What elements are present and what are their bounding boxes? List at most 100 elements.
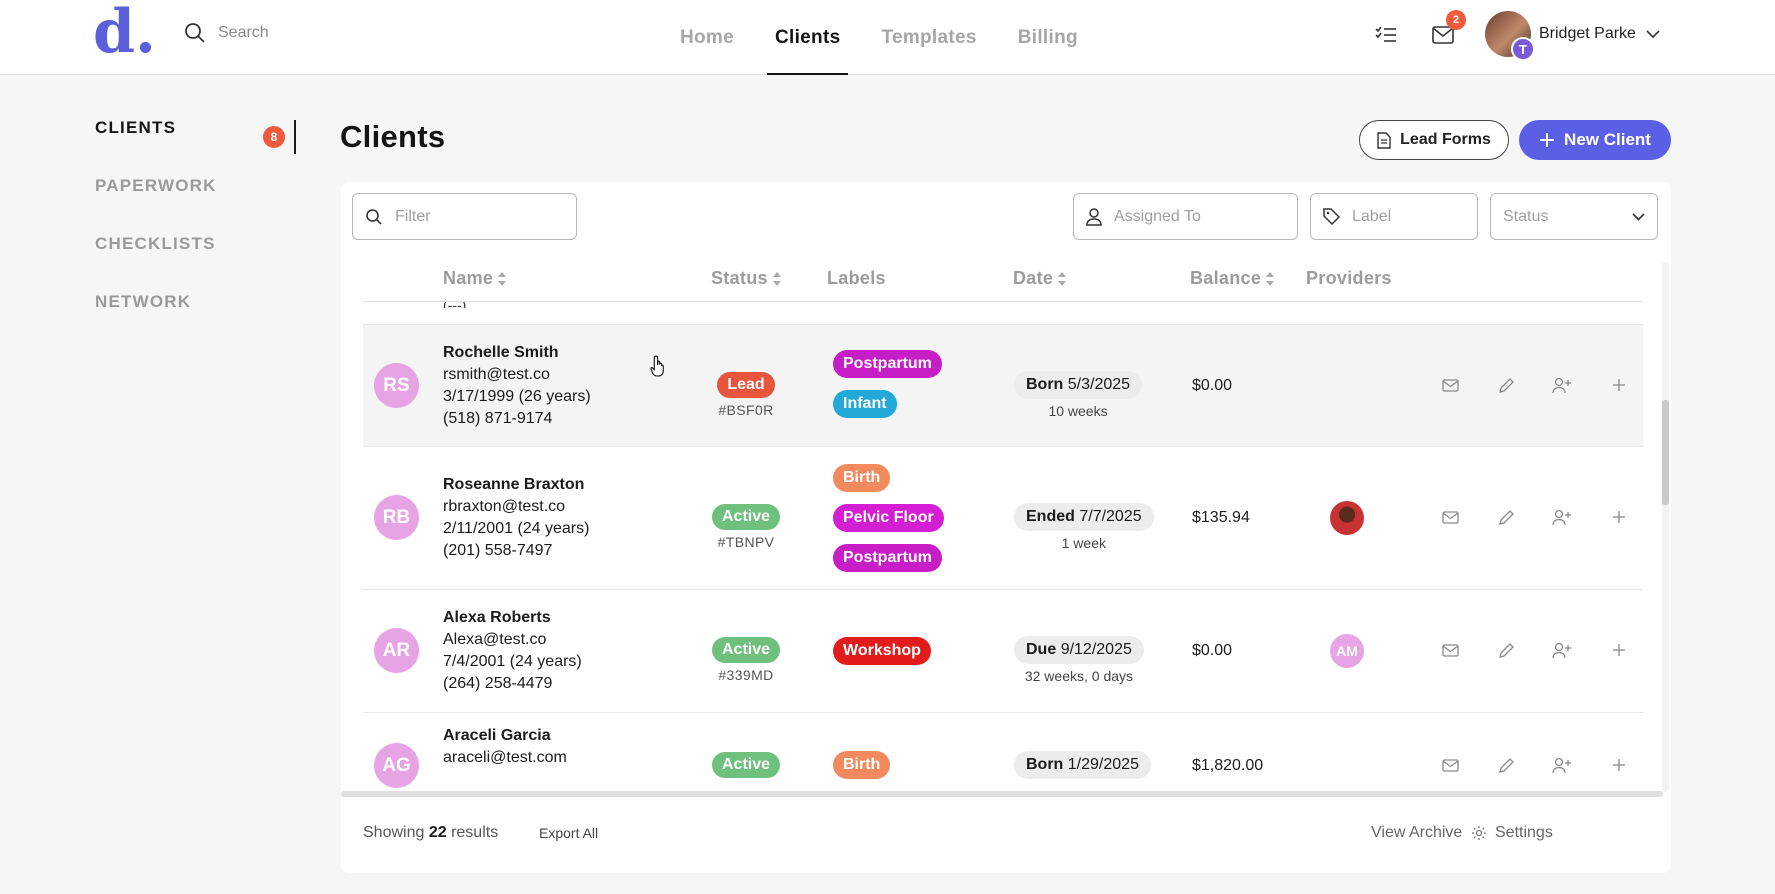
new-client-button[interactable]: New Client (1519, 120, 1671, 160)
plus-icon (1613, 759, 1625, 771)
more-actions-button[interactable] (1607, 638, 1631, 662)
status-select[interactable]: Status (1490, 193, 1658, 240)
export-all-button[interactable]: Export All (539, 825, 599, 841)
client-avatar: RS (374, 363, 419, 408)
table-footer: Showing 22 results Export All View Archi… (363, 824, 1653, 842)
client-name[interactable]: Roseanne Braxton (443, 476, 585, 493)
email-client-button[interactable] (1438, 638, 1462, 662)
email-client-button[interactable] (1438, 753, 1462, 777)
global-search[interactable]: Search (184, 22, 269, 44)
client-name[interactable]: Alexa Roberts (443, 609, 551, 626)
mail-icon (1441, 758, 1459, 772)
plus-icon (1613, 644, 1625, 656)
user-avatar: T (1485, 11, 1535, 61)
vertical-scrollbar-thumb[interactable] (1662, 400, 1669, 505)
column-header-balance[interactable]: Balance (1190, 268, 1275, 289)
date-cell: Born 1/29/2025 (1014, 751, 1151, 779)
provider-avatar[interactable] (1330, 501, 1364, 535)
assign-provider-button[interactable] (1550, 638, 1574, 662)
user-menu[interactable]: T Bridget Parke (1485, 11, 1660, 61)
edit-client-button[interactable] (1494, 753, 1518, 777)
client-info: Araceli Garcia araceli@test.com (443, 725, 567, 769)
client-avatar: RB (374, 495, 419, 540)
chevron-down-icon (1632, 212, 1645, 221)
clients-table: Name Status Labels Date Balance Provider… (363, 262, 1643, 792)
mail-icon (1441, 378, 1459, 392)
assigned-to-filter[interactable]: Assigned To (1073, 193, 1298, 240)
new-client-label: New Client (1564, 130, 1651, 149)
status-code: #BSF0R (718, 402, 774, 418)
balance-value: $0.00 (1192, 377, 1233, 394)
label-badge: Postpartum (833, 350, 942, 378)
tasks-button[interactable] (1373, 22, 1399, 48)
mail-icon (1441, 510, 1459, 524)
column-header-name[interactable]: Name (443, 268, 507, 289)
filter-input[interactable]: Filter (352, 193, 577, 240)
date-value: 1/29/2025 (1067, 756, 1139, 773)
checklist-icon (1375, 26, 1396, 42)
email-client-button[interactable] (1438, 505, 1462, 529)
more-actions-button[interactable] (1607, 373, 1631, 397)
more-actions-button[interactable] (1607, 753, 1631, 777)
column-header-date[interactable]: Date (1013, 268, 1067, 289)
client-avatar: AG (374, 743, 419, 788)
client-avatar: AR (374, 628, 419, 673)
client-email: araceli@test.com (443, 749, 567, 766)
date-badge: Born 1/29/2025 (1014, 751, 1151, 779)
balance-value: $135.94 (1192, 509, 1250, 526)
table-row[interactable]: RS Rochelle Smith rsmith@test.co 3/17/19… (363, 324, 1643, 447)
assign-provider-button[interactable] (1550, 505, 1574, 529)
client-info: Roseanne Braxton rbraxton@test.co 2/11/2… (443, 474, 589, 562)
email-client-button[interactable] (1438, 373, 1462, 397)
status-code: #TBNPV (717, 534, 775, 550)
nav-templates[interactable]: Templates (881, 26, 977, 48)
pencil-icon (1498, 642, 1514, 658)
app-logo[interactable]: d. (93, 0, 156, 67)
edit-client-button[interactable] (1494, 505, 1518, 529)
assign-provider-button[interactable] (1550, 753, 1574, 777)
provider-avatar[interactable]: AM (1330, 634, 1364, 668)
sidebar-item-network[interactable]: NETWORK (95, 292, 192, 311)
nav-clients[interactable]: Clients (765, 0, 850, 75)
client-phone: (201) 558-7497 (443, 542, 553, 559)
date-detail: 1 week (1061, 535, 1106, 551)
view-archive-link[interactable]: View Archive (1371, 824, 1463, 841)
sidebar-item-checklists[interactable]: CHECKLISTS (95, 234, 216, 253)
messages-button[interactable]: 2 (1430, 10, 1466, 48)
horizontal-scrollbar[interactable] (341, 791, 1663, 797)
nav-billing[interactable]: Billing (1017, 26, 1078, 48)
label-badge: Infant (833, 390, 897, 418)
edit-client-button[interactable] (1494, 638, 1518, 662)
edit-client-button[interactable] (1494, 373, 1518, 397)
settings-button[interactable]: Settings (1471, 824, 1553, 842)
balance-value: $1,820.00 (1192, 757, 1264, 774)
results-count: Showing 22 results (363, 824, 499, 841)
label-filter[interactable]: Label (1310, 193, 1478, 240)
sort-icon (1058, 271, 1067, 286)
assign-provider-button[interactable] (1550, 373, 1574, 397)
client-email: rbraxton@test.co (443, 498, 566, 515)
table-row[interactable]: AR Alexa Roberts Alexa@test.co 7/4/2001 … (363, 590, 1643, 713)
table-row[interactable]: AG Araceli Garcia araceli@test.com Activ… (363, 713, 1643, 792)
user-plus-icon (1552, 757, 1571, 773)
vertical-scrollbar[interactable] (1662, 262, 1669, 792)
sidebar-item-clients[interactable]: CLIENTS (95, 118, 177, 137)
gear-icon (1472, 826, 1486, 840)
column-header-status[interactable]: Status (711, 268, 782, 289)
label-badge: Workshop (833, 637, 931, 665)
lead-forms-button[interactable]: Lead Forms (1359, 120, 1509, 160)
date-type: Born (1026, 756, 1064, 773)
settings-label: Settings (1495, 824, 1553, 841)
date-type: Due (1026, 641, 1057, 658)
date-detail: 10 weeks (1048, 403, 1108, 419)
nav-home[interactable]: Home (680, 26, 734, 48)
client-name[interactable]: Araceli Garcia (443, 727, 551, 744)
date-value: 5/3/2025 (1067, 376, 1131, 393)
more-actions-button[interactable] (1607, 505, 1631, 529)
date-cell: Due 9/12/2025 32 weeks, 0 days (1014, 636, 1144, 684)
sidebar-item-paperwork[interactable]: PAPERWORK (95, 176, 217, 195)
client-name[interactable]: Rochelle Smith (443, 344, 559, 361)
table-row[interactable]: RB Roseanne Braxton rbraxton@test.co 2/1… (363, 447, 1643, 590)
labels-cell: Birth Pelvic Floor Postpartum (833, 464, 944, 572)
client-dob: 3/17/1999 (26 years) (443, 388, 591, 405)
